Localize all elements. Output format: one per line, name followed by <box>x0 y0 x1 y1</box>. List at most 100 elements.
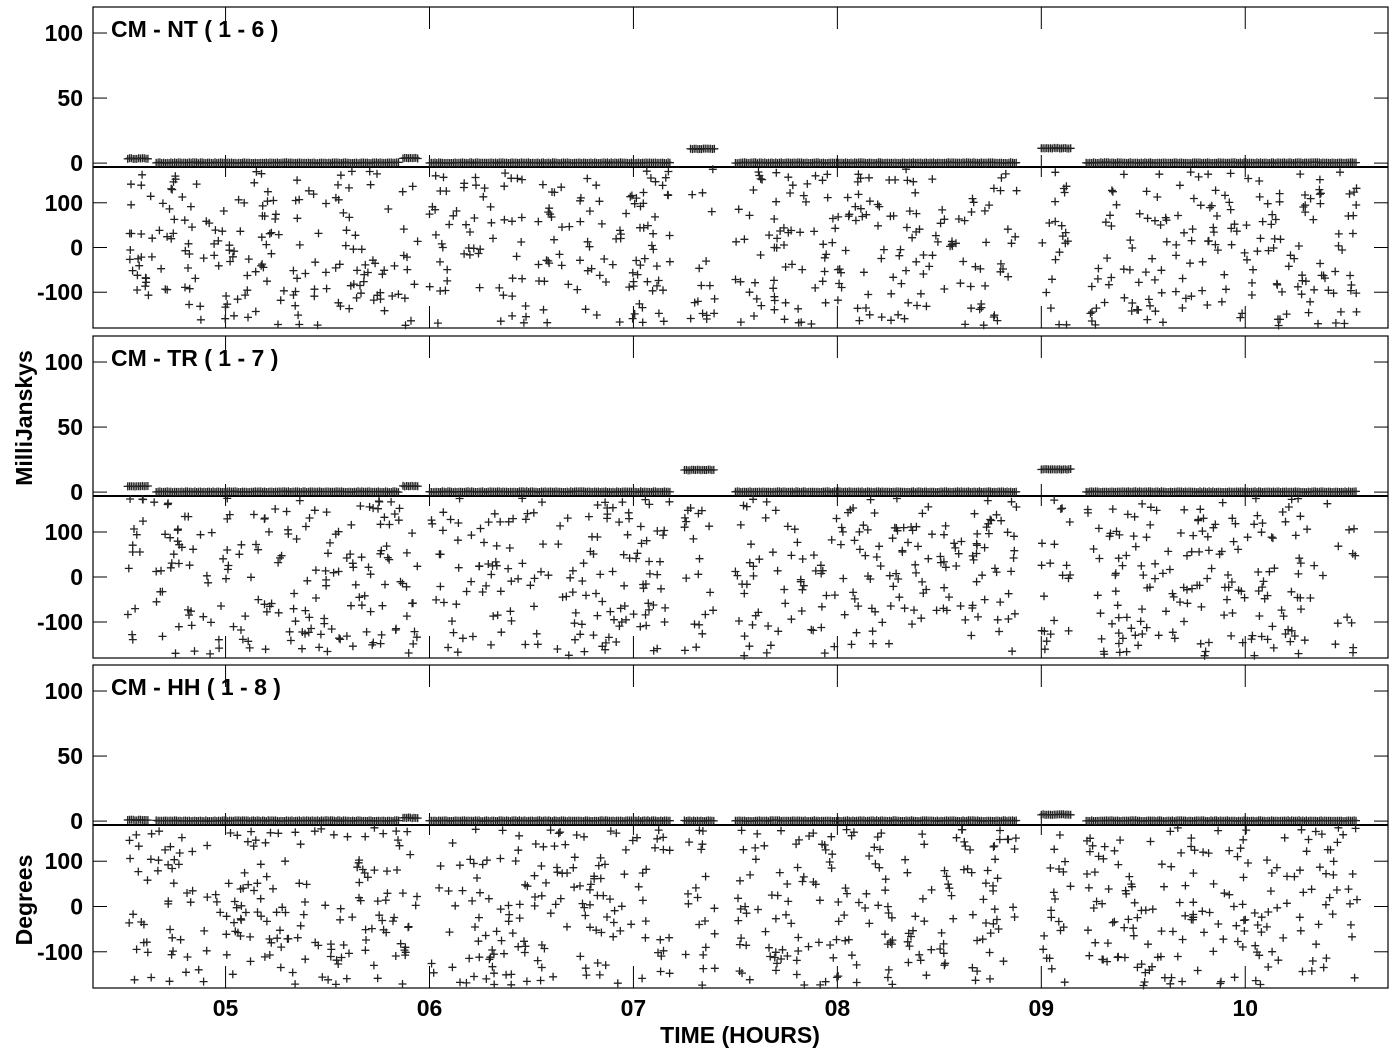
data-point <box>326 952 335 961</box>
data-point <box>913 301 921 310</box>
data-point <box>236 885 245 893</box>
data-point <box>153 866 162 875</box>
data-point <box>1282 899 1291 908</box>
data-point <box>1316 259 1325 268</box>
data-point <box>569 863 578 872</box>
data-point <box>820 267 829 276</box>
data-point <box>285 627 294 636</box>
data-point <box>788 260 796 269</box>
data-point <box>1315 175 1324 184</box>
data-point <box>127 154 136 163</box>
data-point <box>961 320 970 329</box>
data-point <box>649 646 658 655</box>
data-point <box>498 826 507 835</box>
data-point <box>509 514 518 523</box>
data-point <box>492 561 501 570</box>
data-point <box>502 970 511 979</box>
data-point <box>773 234 782 243</box>
data-point <box>647 241 656 250</box>
data-point <box>495 283 504 292</box>
data-point <box>256 894 265 903</box>
data-point <box>154 856 163 865</box>
data-point <box>996 598 1005 607</box>
data-point <box>686 314 695 323</box>
data-point <box>741 902 750 911</box>
data-point <box>905 942 914 951</box>
data-point <box>641 917 650 926</box>
data-point <box>606 895 614 904</box>
data-point <box>404 922 413 931</box>
data-point <box>1308 957 1317 965</box>
data-point <box>1217 547 1226 556</box>
data-point <box>1097 634 1106 643</box>
data-point <box>1108 187 1117 196</box>
data-point <box>518 494 527 503</box>
data-point <box>276 296 285 305</box>
data-point <box>538 498 546 507</box>
data-point <box>371 259 380 268</box>
phase-tick-label: 0 <box>70 564 83 590</box>
data-point <box>924 554 933 563</box>
data-point <box>599 891 608 900</box>
data-point <box>222 950 231 959</box>
data-point <box>155 827 164 836</box>
data-point <box>250 178 259 187</box>
data-point <box>348 559 357 568</box>
data-point <box>1183 585 1191 594</box>
data-point <box>533 956 542 965</box>
data-point <box>235 550 244 559</box>
data-point <box>468 632 477 641</box>
data-point <box>581 305 590 314</box>
data-point <box>777 955 786 963</box>
data-point <box>373 169 381 178</box>
data-point <box>764 622 773 630</box>
data-point <box>1178 935 1187 944</box>
data-point <box>258 201 267 210</box>
data-point <box>994 925 1003 933</box>
data-point <box>639 188 648 197</box>
data-point <box>815 896 824 905</box>
x-tick-label: 06 <box>417 995 443 1021</box>
data-point <box>900 314 909 323</box>
data-point <box>1284 262 1293 271</box>
data-point <box>925 262 934 271</box>
data-point <box>956 279 965 288</box>
data-point <box>1108 619 1116 628</box>
data-point <box>515 914 524 923</box>
data-point <box>508 217 516 226</box>
data-point <box>282 507 291 516</box>
data-point <box>972 577 981 586</box>
data-point <box>585 885 594 894</box>
data-point <box>351 231 360 240</box>
data-point <box>1258 519 1267 528</box>
data-point <box>589 631 598 640</box>
data-point <box>997 173 1006 182</box>
data-point <box>680 523 689 532</box>
data-point <box>665 969 674 978</box>
data-point <box>322 508 331 517</box>
data-point <box>586 923 594 932</box>
data-point <box>224 879 233 888</box>
data-point <box>967 208 976 216</box>
data-point <box>643 221 652 230</box>
data-point <box>891 175 900 184</box>
data-point <box>638 869 647 877</box>
data-point <box>247 827 256 836</box>
data-point <box>1231 519 1240 528</box>
data-point <box>731 567 740 576</box>
data-point <box>902 266 910 275</box>
data-point <box>1007 239 1016 248</box>
data-point <box>928 175 937 184</box>
data-point <box>1061 239 1070 248</box>
data-point <box>577 620 586 629</box>
data-point <box>903 868 912 877</box>
data-point <box>971 262 980 271</box>
data-point <box>973 967 982 976</box>
data-point <box>622 615 630 624</box>
data-point <box>1336 307 1345 316</box>
data-point <box>1303 525 1312 534</box>
data-point <box>1295 913 1304 922</box>
data-point <box>536 976 545 985</box>
data-point <box>1124 915 1133 924</box>
data-point <box>356 502 365 510</box>
